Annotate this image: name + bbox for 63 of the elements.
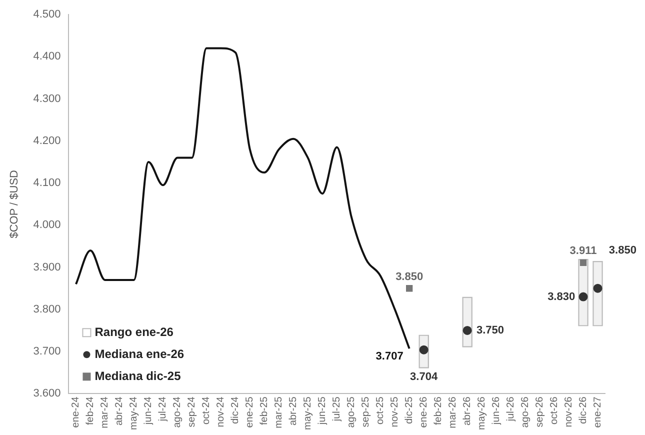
x-tick-label: ago-26 <box>520 396 532 428</box>
x-tick-label: dic-24 <box>230 396 242 424</box>
data-label: 3.850 <box>608 244 636 257</box>
y-tick-label: 4.200 <box>33 134 61 147</box>
y-tick-label: 3.900 <box>33 261 61 274</box>
x-tick-label: mar-24 <box>100 396 111 428</box>
x-tick-label: feb-26 <box>433 396 444 426</box>
data-label: 3.830 <box>548 290 576 303</box>
legend-label: Mediana ene-26 <box>94 346 184 361</box>
data-label: 3.704 <box>410 370 438 383</box>
x-tick-label: abr-25 <box>288 396 300 426</box>
x-tick-label: jun-25 <box>317 396 328 426</box>
x-tick-label: feb-24 <box>85 396 96 426</box>
x-tick-label: jul-24 <box>158 396 169 422</box>
y-tick-label: 3.800 <box>33 303 61 316</box>
x-tick-label: nov-25 <box>390 396 401 428</box>
data-label: 3.707 <box>376 350 404 363</box>
legend-label: Mediana dic-25 <box>94 368 182 383</box>
x-tick-label: abr-24 <box>114 396 126 426</box>
data-label: 3.911 <box>570 245 597 258</box>
data-label: 3.750 <box>476 324 504 337</box>
x-tick-label: dic-25 <box>404 396 416 424</box>
x-tick-label: oct-26 <box>549 396 560 424</box>
x-tick-label: jun-26 <box>491 396 502 426</box>
x-tick-label: ene-27 <box>592 396 604 428</box>
x-tick-label: sep-25 <box>360 396 372 428</box>
x-tick-label: sep-26 <box>534 396 546 428</box>
y-tick-label: 4.300 <box>33 92 61 105</box>
x-tick-label: feb-25 <box>259 396 270 426</box>
x-tick-label: sep-24 <box>186 396 198 428</box>
x-tick-label: ene-25 <box>244 396 256 428</box>
x-tick-label: jul-26 <box>506 396 517 422</box>
point <box>578 292 588 302</box>
data-label: 3.850 <box>396 270 424 283</box>
x-tick-label: nov-26 <box>564 396 575 428</box>
legend-label: Rango ene-26 <box>94 324 174 339</box>
y-tick-label: 4.100 <box>33 177 61 190</box>
x-tick-label: ago-24 <box>172 396 184 428</box>
y-tick-label: 4.400 <box>33 50 61 63</box>
y-tick-label: 4.500 <box>33 8 61 21</box>
x-tick-label: mar-26 <box>448 396 459 428</box>
point <box>462 326 472 335</box>
point <box>580 259 587 266</box>
x-tick-label: mar-25 <box>274 396 285 428</box>
x-tick-label: ene-26 <box>418 396 430 428</box>
x-tick-label: oct-25 <box>375 396 386 424</box>
point <box>593 284 602 293</box>
y-tick-label: 4.000 <box>33 219 61 232</box>
x-tick-label: nov-24 <box>216 396 227 428</box>
y-tick-label: 3.700 <box>33 346 61 358</box>
x-tick-label: oct-24 <box>201 396 212 424</box>
point <box>406 285 413 292</box>
x-tick-label: jun-24 <box>143 396 154 426</box>
x-tick-label: jul-25 <box>332 396 343 422</box>
x-tick-label: may-25 <box>302 396 314 430</box>
x-tick-label: ene-24 <box>70 396 82 428</box>
x-tick-label: ago-25 <box>346 396 358 428</box>
x-tick-label: may-24 <box>128 396 140 430</box>
y-tick-label: 3.600 <box>33 388 61 400</box>
x-tick-label: dic-26 <box>578 396 590 424</box>
y-axis-title: $COP / $USD <box>8 170 21 238</box>
x-tick-label: abr-26 <box>462 396 474 426</box>
x-tick-label: may-26 <box>476 396 488 430</box>
